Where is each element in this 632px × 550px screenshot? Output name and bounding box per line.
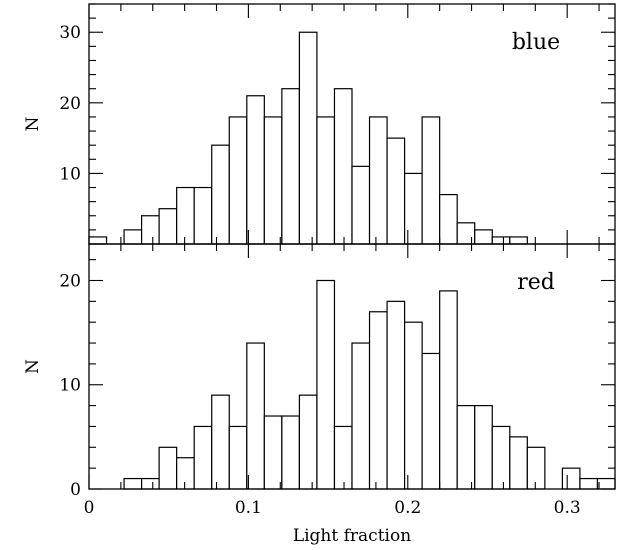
blue-bar — [263, 116, 283, 245]
red-bar — [158, 446, 178, 490]
blue-bar — [491, 236, 511, 245]
x-axis-label: Light fraction — [293, 526, 411, 546]
red-bar — [246, 342, 265, 490]
blue-bar — [351, 165, 371, 245]
red-bar — [351, 342, 371, 490]
y-tick-label: 30 — [59, 23, 81, 43]
blue-bar — [193, 186, 213, 245]
red-bar — [316, 279, 336, 490]
red-bar — [526, 446, 546, 490]
blue-bar — [474, 229, 493, 245]
x-tick-label: 0.1 — [235, 498, 262, 518]
blue-bar — [298, 31, 318, 245]
red-bar — [439, 290, 458, 490]
red-bar — [368, 311, 388, 490]
red-bar — [386, 300, 406, 490]
red-bar — [333, 425, 353, 490]
red-bar — [281, 415, 300, 490]
red-bar — [141, 477, 160, 490]
blue-panel-label: blue — [512, 30, 560, 55]
blue-bar — [211, 144, 230, 245]
y-tick-label: 20 — [59, 94, 81, 114]
blue-bar — [368, 116, 388, 245]
blue-bar — [176, 186, 195, 245]
red-bar — [263, 415, 283, 490]
red-bar — [421, 352, 441, 490]
red-bar — [561, 467, 581, 490]
red-y-axis-label: N — [23, 359, 43, 374]
blue-bar — [88, 236, 108, 245]
red-panel-label: red — [517, 270, 555, 295]
red-bar — [474, 405, 493, 490]
red-bar — [211, 394, 230, 490]
blue-bar — [246, 95, 265, 245]
red-bar — [404, 321, 423, 490]
blue-y-axis-label: N — [23, 116, 43, 131]
blue-bar — [421, 116, 441, 245]
y-tick-label: 20 — [59, 271, 81, 291]
red-bar — [176, 457, 195, 490]
blue-bar — [509, 236, 528, 245]
blue-bar — [333, 88, 353, 245]
blue-bar — [386, 137, 406, 245]
blue-bar — [404, 172, 423, 245]
y-tick-label: 10 — [59, 164, 81, 184]
red-bar — [123, 477, 143, 490]
blue-bar — [123, 229, 143, 245]
x-tick-label: 0 — [84, 498, 95, 518]
blue-bar — [439, 193, 458, 245]
blue-bar — [158, 208, 178, 245]
blue-bar — [456, 222, 476, 245]
x-tick-label: 0.3 — [554, 498, 581, 518]
red-bar — [193, 425, 213, 490]
x-tick-label: 0.2 — [394, 498, 421, 518]
blue-bar — [316, 116, 336, 245]
y-tick-label: 10 — [59, 376, 81, 396]
red-bar — [298, 394, 318, 490]
y-tick-label: 0 — [70, 480, 81, 500]
red-bar — [456, 405, 476, 490]
red-bar — [596, 477, 616, 490]
red-bar — [491, 425, 511, 490]
red-plot-frame — [88, 243, 616, 490]
red-bar — [579, 477, 599, 490]
red-bar — [509, 436, 528, 490]
blue-bar — [228, 116, 248, 245]
blue-bar — [281, 88, 300, 245]
blue-bar — [141, 215, 160, 245]
red-bar — [228, 425, 248, 490]
